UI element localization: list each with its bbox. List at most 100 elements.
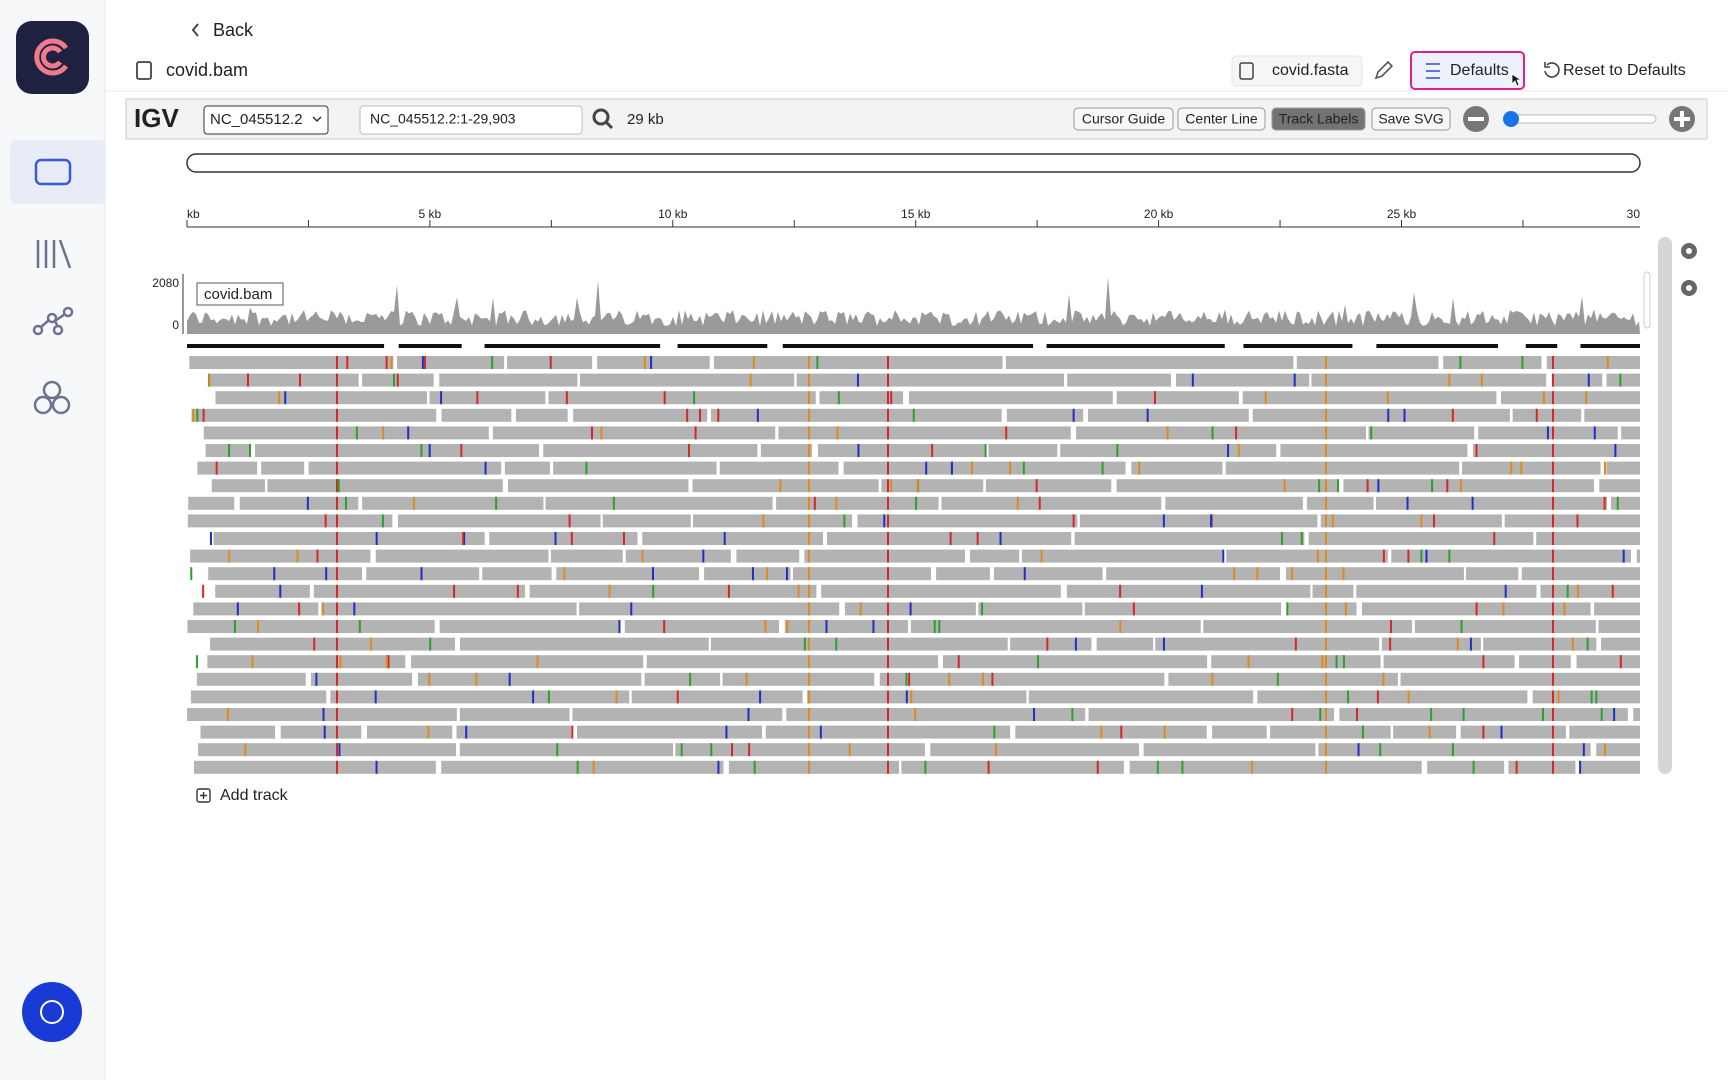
read (1383, 655, 1515, 669)
read (1168, 672, 1398, 686)
mismatch (1291, 708, 1294, 721)
mismatch (296, 549, 299, 563)
mismatch (323, 725, 326, 739)
locus-input[interactable] (359, 105, 583, 135)
read (1225, 461, 1460, 475)
read (1010, 637, 1092, 651)
mismatch (279, 584, 282, 598)
read (1368, 426, 1475, 440)
mismatch (1325, 584, 1327, 598)
mismatch (887, 655, 889, 669)
read (704, 567, 791, 581)
read (577, 725, 763, 739)
mismatch (1387, 408, 1390, 422)
mismatch (563, 567, 566, 581)
toggle-button[interactable] (1073, 107, 1174, 131)
mismatch (970, 461, 973, 475)
read (1311, 373, 1547, 387)
mismatch (1482, 655, 1485, 669)
mismatch (723, 532, 726, 545)
mismatch (1619, 655, 1622, 669)
mismatch (786, 620, 789, 633)
read (778, 426, 1071, 440)
mismatch (808, 373, 810, 387)
search-button[interactable] (592, 108, 614, 130)
mismatch (315, 672, 318, 686)
mismatch (608, 584, 611, 598)
read (190, 690, 327, 704)
read (1569, 725, 1640, 739)
nav-graph[interactable] (32, 306, 74, 336)
mismatch (336, 584, 338, 598)
read (1501, 391, 1640, 405)
defaults-button[interactable] (1410, 51, 1525, 90)
read (215, 584, 310, 598)
mismatch (756, 408, 759, 422)
cursor (1511, 73, 1523, 87)
toggle-label: Save SVG (1378, 111, 1443, 127)
read (492, 426, 776, 440)
nav-library[interactable] (36, 239, 72, 269)
toggle-button[interactable] (1271, 107, 1366, 131)
read (411, 655, 644, 669)
mismatch (1459, 479, 1462, 493)
mismatch (465, 725, 468, 739)
read (366, 725, 453, 739)
zoom-slider[interactable] (1503, 114, 1657, 124)
edit-button[interactable] (1374, 60, 1394, 80)
read (597, 356, 710, 369)
logo[interactable] (16, 21, 89, 94)
help-button[interactable] (22, 982, 82, 1042)
add-track[interactable]: Add track (220, 787, 289, 804)
scrollbar[interactable] (1658, 237, 1672, 774)
read (188, 496, 235, 510)
mismatch (1622, 549, 1625, 563)
mismatch (196, 408, 199, 422)
mismatch (336, 637, 338, 651)
nav-molecules[interactable] (33, 380, 71, 415)
read (459, 708, 570, 721)
mismatch (717, 760, 720, 774)
mismatch (192, 408, 195, 422)
reset-button[interactable]: Reset to Defaults (1563, 62, 1686, 79)
mismatch (1325, 479, 1327, 493)
toggle-button[interactable] (1177, 107, 1266, 131)
mismatch (622, 532, 625, 545)
mismatch (702, 549, 705, 563)
mismatch (887, 760, 889, 774)
mismatch (887, 356, 889, 369)
read (310, 672, 413, 686)
mismatch (387, 655, 390, 669)
nav-storage[interactable] (34, 158, 72, 186)
zoom-knob[interactable] (1503, 111, 1519, 127)
mismatch (421, 356, 424, 369)
mismatch (1600, 708, 1603, 721)
mismatch (554, 532, 557, 545)
read (1579, 760, 1640, 774)
read (1598, 620, 1640, 633)
mismatch (1552, 391, 1554, 405)
read (1286, 602, 1357, 616)
read (459, 743, 673, 757)
mismatch (887, 549, 889, 563)
mismatch (1472, 760, 1475, 774)
mismatch (1406, 496, 1409, 510)
read (1242, 391, 1497, 405)
toggle-label: Track Labels (1279, 111, 1359, 127)
mismatch (883, 514, 886, 528)
read (239, 496, 359, 510)
toggle-button[interactable] (1371, 107, 1451, 131)
read (692, 479, 879, 493)
back-link[interactable]: Back (213, 20, 254, 40)
zoom-in-icon (1674, 111, 1690, 127)
read (187, 514, 393, 528)
mismatch (1163, 725, 1166, 739)
mismatch (244, 743, 247, 757)
read (1308, 532, 1534, 545)
read-group (484, 344, 661, 348)
mismatch (819, 725, 822, 739)
mismatch (630, 602, 633, 616)
read (190, 549, 371, 563)
mismatch (1291, 567, 1294, 581)
chromosome-select[interactable] (203, 105, 329, 135)
